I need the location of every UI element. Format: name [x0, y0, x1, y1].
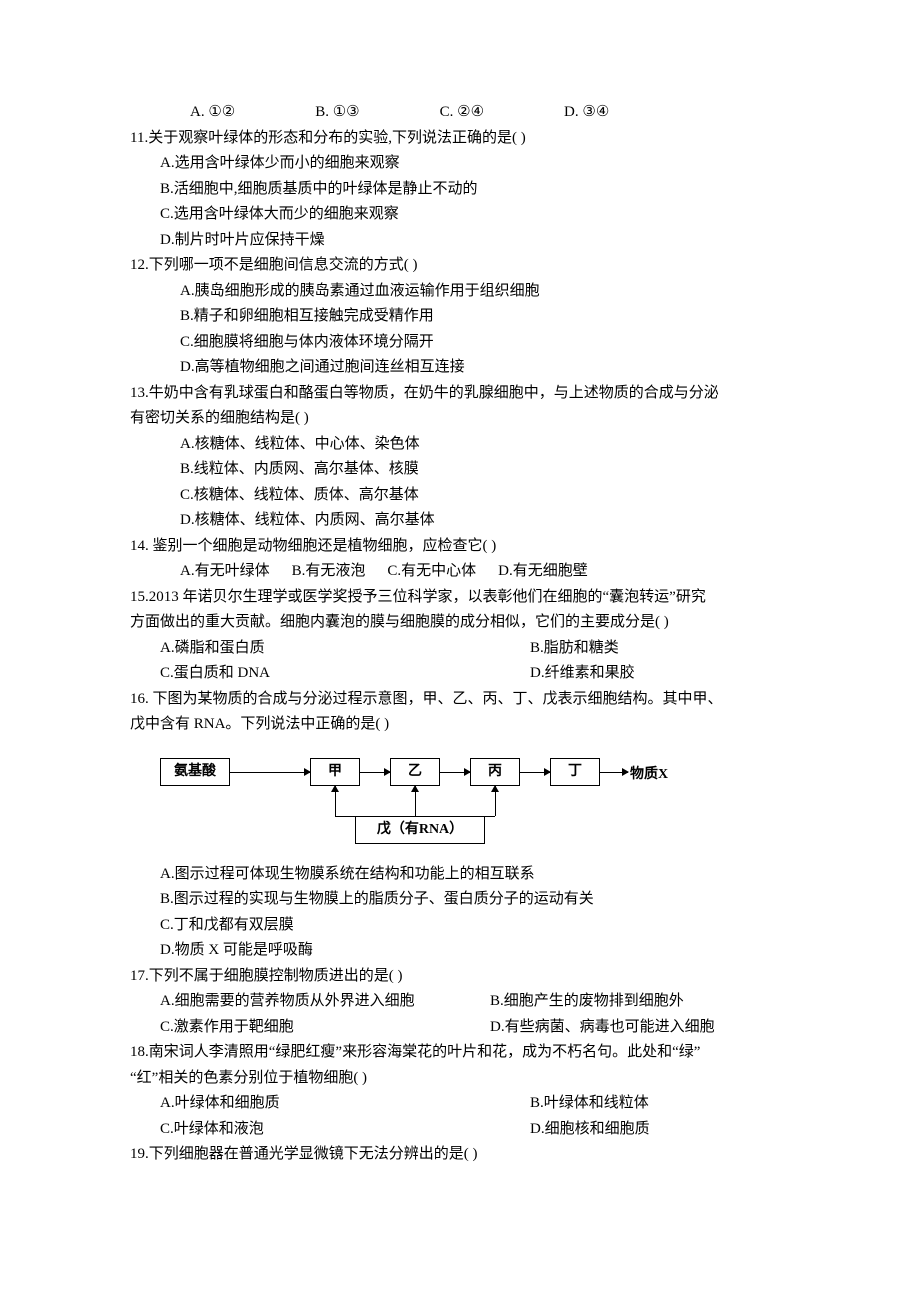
- diagram-h-arrow-0: [230, 772, 310, 773]
- q15-option-a: A.磷脂和蛋白质: [160, 636, 530, 662]
- q17-option-c: C.激素作用于靶细胞: [160, 1015, 490, 1041]
- q16-diagram: 氨基酸 甲 乙 丙 丁戊（有RNA） 物质X: [160, 750, 690, 850]
- q14-option-d: D.有无细胞壁: [498, 559, 588, 585]
- q17-options-row2: C.激素作用于靶细胞 D.有些病菌、病毒也可能进入细胞: [130, 1015, 810, 1041]
- q16-option-b: B.图示过程的实现与生物膜上的脂质分子、蛋白质分子的运动有关: [130, 887, 810, 913]
- q15-options-row1: A.磷脂和蛋白质 B.脂肪和糖类: [130, 636, 810, 662]
- q10-option-b: B. ①③: [315, 100, 359, 126]
- q18-stem-1: 18.南宋词人李清照用“绿肥红瘦”来形容海棠花的叶片和花，成为不朽名句。此处和“…: [130, 1040, 810, 1066]
- q15-option-c: C.蛋白质和 DNA: [160, 661, 530, 687]
- diagram-box-aa: 氨基酸: [160, 758, 230, 786]
- diagram-h-arrow-4: [600, 772, 628, 773]
- q18-options-row1: A.叶绿体和细胞质 B.叶绿体和线粒体: [130, 1091, 810, 1117]
- q18-option-a: A.叶绿体和细胞质: [160, 1091, 530, 1117]
- q18-option-c: C.叶绿体和液泡: [160, 1117, 530, 1143]
- diagram-end-label: 物质X: [630, 763, 668, 787]
- q17-option-d: D.有些病菌、病毒也可能进入细胞: [490, 1015, 715, 1041]
- q15-options-row2: C.蛋白质和 DNA D.纤维素和果胶: [130, 661, 810, 687]
- q18-options-row2: C.叶绿体和液泡 D.细胞核和细胞质: [130, 1117, 810, 1143]
- q11-stem: 11.关于观察叶绿体的形态和分布的实验,下列说法正确的是( ): [130, 126, 810, 152]
- diagram-connector-line: [335, 816, 495, 817]
- q13-stem-2: 有密切关系的细胞结构是( ): [130, 406, 810, 432]
- q17-option-a: A.细胞需要的营养物质从外界进入细胞: [160, 989, 490, 1015]
- diagram-box-bing: 丙: [470, 758, 520, 786]
- q18-option-d: D.细胞核和细胞质: [530, 1117, 650, 1143]
- q15-option-b: B.脂肪和糖类: [530, 636, 619, 662]
- q16-option-a: A.图示过程可体现生物膜系统在结构和功能上的相互联系: [130, 862, 810, 888]
- q14-option-a: A.有无叶绿体: [180, 559, 270, 585]
- q14-options: A.有无叶绿体 B.有无液泡 C.有无中心体 D.有无细胞壁: [130, 559, 810, 585]
- q10-option-c: C. ②④: [440, 100, 484, 126]
- q11-option-a: A.选用含叶绿体少而小的细胞来观察: [130, 151, 810, 177]
- q17-options-row1: A.细胞需要的营养物质从外界进入细胞 B.细胞产生的废物排到细胞外: [130, 989, 810, 1015]
- q16-option-d: D.物质 X 可能是呼吸酶: [130, 938, 810, 964]
- diagram-v-arrow-1: [415, 786, 416, 816]
- q10-option-d: D. ③④: [564, 100, 609, 126]
- q13-option-d: D.核糖体、线粒体、内质网、高尔基体: [130, 508, 810, 534]
- diagram-box-wu: 戊（有RNA）: [355, 816, 485, 844]
- q15-option-d: D.纤维素和果胶: [530, 661, 635, 687]
- diagram-v-arrow-2: [495, 786, 496, 816]
- q10-option-a: A. ①②: [190, 100, 235, 126]
- q15-stem-2: 方面做出的重大贡献。细胞内囊泡的膜与细胞膜的成分相似，它们的主要成分是( ): [130, 610, 810, 636]
- q11-option-c: C.选用含叶绿体大而少的细胞来观察: [130, 202, 810, 228]
- q12-option-b: B.精子和卵细胞相互接触完成受精作用: [130, 304, 810, 330]
- q16-stem-1: 16. 下图为某物质的合成与分泌过程示意图，甲、乙、丙、丁、戊表示细胞结构。其中…: [130, 687, 810, 713]
- diagram-box-jia: 甲: [310, 758, 360, 786]
- q13-option-c: C.核糖体、线粒体、质体、高尔基体: [130, 483, 810, 509]
- diagram-h-arrow-3: [520, 772, 550, 773]
- q18-option-b: B.叶绿体和线粒体: [530, 1091, 649, 1117]
- q10-options: A. ①② B. ①③ C. ②④ D. ③④: [130, 100, 810, 126]
- q11-option-d: D.制片时叶片应保持干燥: [130, 228, 810, 254]
- q19-stem: 19.下列细胞器在普通光学显微镜下无法分辨出的是( ): [130, 1142, 810, 1168]
- q14-stem: 14. 鉴别一个细胞是动物细胞还是植物细胞，应检查它( ): [130, 534, 810, 560]
- diagram-box-ding: 丁: [550, 758, 600, 786]
- q15-stem-1: 15.2013 年诺贝尔生理学或医学奖授予三位科学家，以表彰他们在细胞的“囊泡转…: [130, 585, 810, 611]
- q12-stem: 12.下列哪一项不是细胞间信息交流的方式( ): [130, 253, 810, 279]
- q14-option-b: B.有无液泡: [292, 559, 366, 585]
- q16-stem-2: 戊中含有 RNA。下列说法中正确的是( ): [130, 712, 810, 738]
- q12-option-c: C.细胞膜将细胞与体内液体环境分隔开: [130, 330, 810, 356]
- q17-stem: 17.下列不属于细胞膜控制物质进出的是( ): [130, 964, 810, 990]
- q11-option-b: B.活细胞中,细胞质基质中的叶绿体是静止不动的: [130, 177, 810, 203]
- q17-option-b: B.细胞产生的废物排到细胞外: [490, 989, 684, 1015]
- q13-option-a: A.核糖体、线粒体、中心体、染色体: [130, 432, 810, 458]
- diagram-v-arrow-0: [335, 786, 336, 816]
- diagram-h-arrow-1: [360, 772, 390, 773]
- diagram-h-arrow-2: [440, 772, 470, 773]
- q13-option-b: B.线粒体、内质网、高尔基体、核膜: [130, 457, 810, 483]
- q12-option-a: A.胰岛细胞形成的胰岛素通过血液运输作用于组织细胞: [130, 279, 810, 305]
- q14-option-c: C.有无中心体: [387, 559, 476, 585]
- q13-stem-1: 13.牛奶中含有乳球蛋白和酪蛋白等物质，在奶牛的乳腺细胞中，与上述物质的合成与分…: [130, 381, 810, 407]
- q18-stem-2: “红”相关的色素分别位于植物细胞( ): [130, 1066, 810, 1092]
- q16-option-c: C.丁和戊都有双层膜: [130, 913, 810, 939]
- diagram-box-yi: 乙: [390, 758, 440, 786]
- q12-option-d: D.高等植物细胞之间通过胞间连丝相互连接: [130, 355, 810, 381]
